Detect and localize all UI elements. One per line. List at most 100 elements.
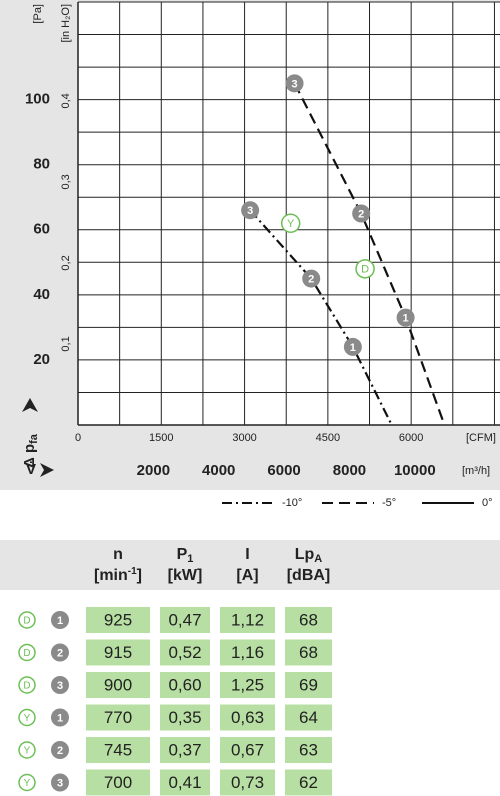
- curve: [293, 82, 446, 426]
- table-cell: [86, 737, 150, 763]
- table-cell: [86, 769, 150, 796]
- point-badge-label: 1: [57, 615, 63, 627]
- y-label-main: Δ p: [21, 444, 38, 468]
- table-cell-text: 915: [104, 643, 132, 662]
- table-cell: [86, 639, 150, 666]
- x-tick-label: 4500: [316, 432, 340, 444]
- y2-tick-label: 0,2: [60, 255, 72, 270]
- fan-badge: [18, 611, 36, 629]
- table-cell-text: 62: [299, 773, 318, 792]
- fan-badge-label: D: [23, 681, 30, 692]
- point-badge: [51, 676, 69, 694]
- table-cell: [285, 769, 332, 796]
- table-cell: [86, 672, 150, 698]
- x-axis-label: V̇: [26, 461, 36, 478]
- y2-tick-label: 0,1: [60, 336, 72, 351]
- header-unit: [dBA]: [287, 567, 331, 584]
- x2-tick-label: 8000: [333, 462, 366, 479]
- table-cell-text: 925: [104, 610, 132, 629]
- x-tick-label: 0: [75, 432, 81, 444]
- table-cell: [220, 737, 275, 763]
- y-unit: [Pa]: [32, 4, 44, 24]
- table-cell-text: 0,37: [168, 740, 201, 759]
- x-tick-label: 1500: [149, 432, 173, 444]
- table-cell-text: 1,16: [231, 643, 264, 662]
- table-header-band: [0, 540, 500, 590]
- point-badge: [51, 643, 69, 662]
- fan-badge-label: Y: [24, 713, 31, 724]
- table-cell: [285, 607, 332, 633]
- plot-area: [78, 2, 500, 425]
- header-sub: 1: [187, 553, 193, 565]
- y2-tick-label: 0,4: [60, 93, 72, 108]
- operating-point: [241, 201, 260, 220]
- operating-point-label: 2: [308, 273, 314, 285]
- x2-tick-label: 4000: [202, 462, 235, 479]
- fan-badge-label: D: [23, 616, 30, 627]
- table-cell-text: 0,73: [231, 773, 264, 792]
- header-name: P: [177, 546, 188, 563]
- y-label-arrow: [22, 398, 38, 412]
- table-cell: [160, 704, 210, 731]
- y-tick-label: 40: [33, 286, 50, 303]
- point-badge: [51, 773, 69, 792]
- table-cell-text: 770: [104, 708, 132, 727]
- table-cell-text: 700: [104, 773, 132, 792]
- table-cell-text: 68: [299, 610, 318, 629]
- operating-point-label: 3: [291, 78, 297, 90]
- fan-marker: [280, 213, 301, 234]
- table-cell-text: 63: [299, 740, 318, 759]
- table-cell: [220, 607, 275, 633]
- table-cell: [86, 704, 150, 731]
- y-tick-label: 100: [25, 91, 50, 108]
- table-cell: [160, 769, 210, 796]
- y-tick-label: 60: [33, 221, 50, 238]
- x2-tick-label: 10000: [394, 462, 436, 479]
- x-tick-label: 3000: [232, 432, 256, 444]
- table-header: P1: [177, 546, 194, 565]
- table-cell: [160, 639, 210, 666]
- table-cell: [160, 607, 210, 633]
- table-cell-text: 0,41: [168, 773, 201, 792]
- point-badge-label: 3: [57, 680, 63, 692]
- table-cell-text: 64: [299, 708, 318, 727]
- x-label-arrow: [40, 463, 54, 477]
- table-cell-text: 68: [299, 643, 318, 662]
- table-header-unit: [A]: [236, 567, 258, 584]
- table-cell: [285, 737, 332, 763]
- fan-badge-label: Y: [24, 778, 31, 789]
- operating-point-label: 1: [403, 313, 409, 325]
- legend-label: -5°: [382, 497, 396, 509]
- operating-point: [396, 308, 415, 327]
- x2-tick-label: 6000: [267, 462, 300, 479]
- fan-badge-label: Y: [24, 746, 31, 757]
- table-cell-text: 1,25: [231, 675, 264, 694]
- table-cell-text: 0,60: [168, 675, 201, 694]
- table-header-unit: [kW]: [168, 567, 203, 584]
- table-header: LpA: [295, 546, 323, 565]
- operating-point-label: 3: [247, 205, 253, 217]
- table-cell: [220, 672, 275, 698]
- header-unit: [A]: [236, 567, 258, 584]
- table-header: n: [113, 546, 123, 563]
- y2-unit: [in H₂O]: [60, 4, 72, 43]
- table-cell-text: 1,12: [231, 610, 264, 629]
- table-header: I: [245, 546, 249, 563]
- operating-point-label: 1: [350, 342, 356, 354]
- x-unit: [CFM]: [466, 432, 496, 444]
- point-badge: [51, 708, 69, 727]
- x2-unit: [m³/h]: [462, 465, 490, 477]
- header-unit: [kW]: [168, 567, 203, 584]
- table-cell-text: 69: [299, 675, 318, 694]
- table-cell: [86, 607, 150, 633]
- header-unit-end: ]: [137, 567, 142, 584]
- fan-marker-label: D: [361, 264, 369, 276]
- table-cell-text: 0,67: [231, 740, 264, 759]
- x2-tick-label: 2000: [137, 462, 170, 479]
- fan-badge-label: D: [23, 648, 30, 659]
- table-header-unit: [dBA]: [287, 567, 331, 584]
- operating-point: [285, 74, 304, 93]
- y-tick-label: 80: [33, 156, 50, 173]
- table-cell-text: 745: [104, 740, 132, 759]
